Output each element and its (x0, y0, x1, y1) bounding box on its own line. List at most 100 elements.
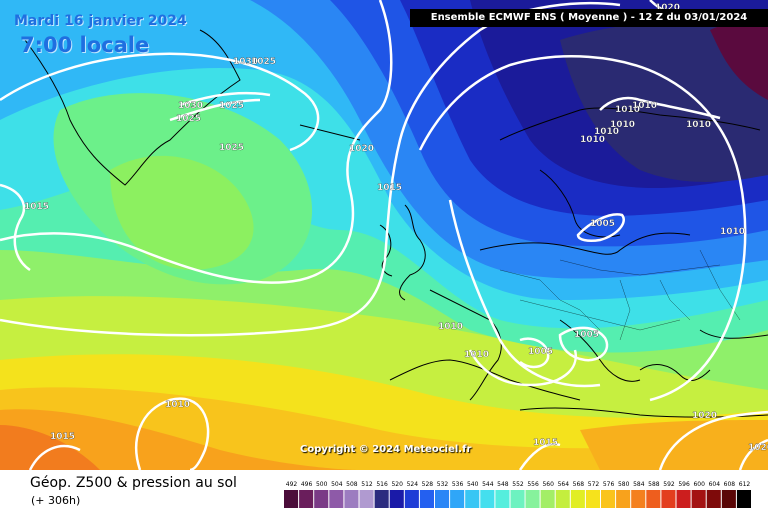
legend-swatch (450, 490, 465, 508)
legend-tick-label: 564 (558, 481, 570, 488)
legend-swatch (721, 490, 736, 508)
borders (499, 249, 741, 341)
legend-swatch (661, 490, 676, 508)
legend-swatch (691, 490, 706, 508)
isobar-labels: 1030 1025 1030 1025 1025 1025 1020 1015 … (24, 3, 768, 453)
color-legend: 492 496 500 504 508 512 516 520 524 528 532 536 540 5… (284, 481, 751, 508)
isobar-label: 1015 (377, 183, 402, 193)
isobar-label: 1020 (748, 443, 768, 453)
isobar-label: 1020 (349, 144, 374, 154)
legend-tick-label: 568 (573, 481, 585, 488)
legend-swatch (495, 490, 510, 508)
legend-tick-label: 504 (331, 481, 343, 488)
model-info-banner: Ensemble ECMWF ENS ( Moyenne ) - 12 Z du… (410, 9, 768, 27)
legend-tick-label: 500 (316, 481, 328, 488)
legend-tick-label: 492 (286, 481, 298, 488)
legend-swatch (540, 490, 555, 508)
legend-swatch (284, 490, 299, 508)
legend-swatch (329, 490, 344, 508)
isobar-label: 1010 (615, 105, 640, 115)
z500-field-orange (0, 409, 360, 470)
legend-tick-label: 560 (542, 481, 554, 488)
isobar-label: 1005 (574, 330, 599, 340)
legend-swatch (419, 490, 434, 508)
isobar-1015-south (28, 444, 81, 470)
isobar-label: 1015 (50, 432, 75, 442)
isobar-label: 1020 (655, 3, 680, 13)
legend-swatch (676, 490, 691, 508)
isobar-label: 1010 (594, 127, 619, 137)
legend-tick-label: 532 (437, 481, 449, 488)
isobar-1010-mid (448, 199, 601, 388)
legend-swatch (435, 490, 450, 508)
isobar-1015-med (518, 442, 561, 470)
legend-tick-label: 580 (618, 481, 630, 488)
isobar-1025-a (169, 98, 261, 122)
isobar-1010-north (418, 55, 747, 402)
isobar-label: 1005 (590, 219, 615, 229)
isobar-label: 1025 (251, 57, 276, 67)
isobar-1030 (179, 91, 271, 107)
forecast-time: 7:00 locale (20, 33, 150, 57)
legend-tick-label: 600 (693, 481, 705, 488)
legend-swatch (631, 490, 646, 508)
isobar-label: 1005 (528, 347, 553, 357)
legend-swatch (525, 490, 540, 508)
legend-tick-label: 592 (663, 481, 675, 488)
legend-swatch (570, 490, 585, 508)
isobar-label: 1025 (219, 143, 244, 153)
legend-swatch (359, 490, 374, 508)
legend-tick-label: 556 (527, 481, 539, 488)
isobar-label: 1015 (533, 438, 558, 448)
isobar-1015-west (0, 183, 31, 272)
legend-tick-label: 496 (301, 481, 313, 488)
isobar-1025-b (0, 52, 320, 152)
legend-tick-label: 596 (678, 481, 690, 488)
legend-swatch (510, 490, 525, 508)
z500-field-darkorange (0, 425, 100, 470)
isobar-label: 1015 (24, 202, 49, 212)
legend-tick-label: 608 (724, 481, 736, 488)
legend-tick-label: 584 (633, 481, 645, 488)
isobar-1010-south (468, 349, 578, 387)
legend-swatch (706, 490, 721, 508)
legend-swatch (389, 490, 404, 508)
forecast-date: Mardi 16 janvier 2024 (14, 13, 187, 29)
legend-tick-label: 544 (482, 481, 494, 488)
legend-tick-label: 572 (588, 481, 600, 488)
legend-tick-label: 536 (452, 481, 464, 488)
legend-tick-label: 604 (709, 481, 721, 488)
legend-tick-label: 588 (648, 481, 660, 488)
legend-tick-label: 512 (361, 481, 373, 488)
z500-field-purple (710, 20, 768, 100)
legend-tick-label: 524 (407, 481, 419, 488)
isobar-label: 1010 (580, 135, 605, 145)
legend-swatch (646, 490, 661, 508)
legend-swatch (314, 490, 329, 508)
variable-label: Géop. Z500 & pression au sol (30, 475, 237, 491)
legend-tick-label: 520 (391, 481, 403, 488)
legend-swatch (585, 490, 600, 508)
legend-swatch (299, 490, 314, 508)
legend-tick-label: 612 (739, 481, 751, 488)
legend-tick-label: 508 (346, 481, 358, 488)
lead-time-label: (+ 306h) (31, 494, 81, 507)
isobar-label: 1025 (219, 101, 244, 111)
legend-swatch (555, 490, 570, 508)
isobar-1010-scand (599, 96, 721, 120)
isobar-1020 (0, 0, 393, 284)
legend-swatch (616, 490, 631, 508)
legend-tick-label: 516 (376, 481, 388, 488)
isobar-1005-baltic (576, 213, 625, 243)
isobar-1005-italy (558, 326, 609, 362)
isobar-label: 1020 (692, 411, 717, 421)
legend-tick-label: 552 (512, 481, 524, 488)
legend-tick-label: 576 (603, 481, 615, 488)
isobar-label: 1010 (610, 120, 635, 130)
isobar-1005-west (519, 337, 550, 369)
isobar-label: 1010 (438, 322, 463, 332)
isobar-label: 1010 (686, 120, 711, 130)
isobar-1015-east (738, 438, 768, 470)
legend-swatch (404, 490, 419, 508)
isobar-label: 1025 (176, 114, 201, 124)
